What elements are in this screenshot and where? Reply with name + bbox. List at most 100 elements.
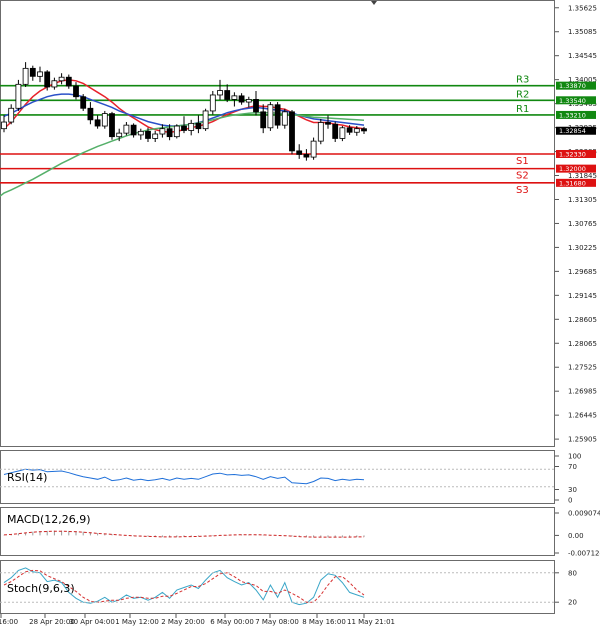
level-price-box (556, 96, 596, 105)
candle-down (361, 128, 367, 132)
candle-down (145, 130, 151, 139)
candle-up (116, 132, 123, 138)
candle-down (73, 85, 79, 98)
price-tick-label: 1.30765 (568, 220, 597, 228)
price-tick-label: 1.29145 (568, 292, 597, 300)
panel-tick-label: 0.009074 (568, 510, 600, 518)
candle-up (58, 76, 65, 82)
candle-down (260, 111, 267, 129)
candle-up (217, 90, 223, 96)
price-tick-label: 1.27525 (568, 364, 597, 372)
macd-panel: 0.009074 0.00 -0.007124 (3, 510, 600, 558)
current-price-box (556, 126, 596, 135)
time-tick-label: 28 Apr 20:00 (29, 618, 75, 626)
candle-down (130, 124, 137, 136)
candle-up (317, 122, 324, 142)
candle-down (181, 125, 187, 131)
scroll-marker (371, 1, 377, 5)
rsi-title: RSI(14) (7, 471, 47, 484)
panel-tick-label: 30 (568, 486, 577, 494)
price-tick-label: 1.28605 (568, 316, 597, 324)
candle-down (274, 104, 281, 126)
level-price-label: 1.31680 (559, 179, 586, 187)
panel-tick-label: 70 (568, 463, 577, 471)
candle-up (310, 140, 317, 158)
time-tick-label: 2 May 20:00 (161, 618, 205, 626)
candle-down (94, 119, 101, 127)
candles (1, 62, 367, 161)
candle-down (238, 95, 245, 103)
candle-down (87, 107, 94, 121)
price-tick-label: 1.25905 (568, 436, 597, 444)
indicator-line (3, 567, 365, 606)
level-price-box (556, 110, 596, 119)
price-tick-label: 1.30225 (568, 244, 597, 252)
time-tick-label: 1 May 12:00 (115, 618, 159, 626)
candle-up (8, 107, 15, 123)
candle-down (303, 154, 310, 158)
candle-down (346, 127, 353, 133)
rsi-panel: 100 70 30 0 (0, 453, 581, 505)
indicator-line (3, 468, 365, 485)
price-panel-frame (0, 0, 555, 447)
candle-down (166, 128, 173, 138)
candle-down (29, 67, 36, 77)
candle-down (195, 122, 202, 130)
level-price-label: 1.32330 (559, 150, 586, 158)
candle-up (137, 130, 144, 136)
level-name-s1: S1 (516, 156, 529, 167)
candle-down (80, 96, 87, 109)
panel-tick-label: 100 (568, 453, 581, 461)
candle-down (224, 90, 231, 100)
level-name-s2: S2 (516, 171, 529, 182)
candle-up (202, 110, 209, 130)
candle-up (51, 80, 58, 88)
candle-up (188, 122, 195, 131)
candle-up (245, 99, 252, 103)
price-tick-label: 1.31305 (568, 196, 597, 204)
level-price-label: 1.32000 (559, 165, 586, 173)
level-name-r2: R2 (516, 89, 529, 100)
level-name-s3: S3 (516, 185, 529, 196)
panel-tick-label: 0 (568, 497, 572, 505)
candle-up (339, 127, 346, 139)
candle-up (209, 94, 216, 112)
macd-title: MACD(12,26,9) (7, 513, 91, 526)
candle-up (37, 71, 43, 77)
candle-down (296, 150, 303, 155)
rsi-panel-frame (0, 450, 555, 504)
candle-down (44, 71, 51, 88)
stoch-panel: 80 20 (0, 567, 577, 607)
price-tick-label: 1.26445 (568, 412, 597, 420)
candle-up (152, 133, 159, 139)
level-price-label: 1.33540 (559, 97, 586, 105)
candle-down (325, 122, 331, 125)
candle-up (101, 113, 108, 127)
time-tick-label: 16:00 (0, 618, 18, 626)
level-price-label: 1.33870 (559, 82, 586, 90)
candle-up (281, 111, 288, 126)
candle-down (109, 113, 115, 138)
level-price-label: 1.33210 (559, 111, 586, 119)
ma-line (0, 111, 365, 197)
time-tick-label: 8 May 16:00 (302, 618, 346, 626)
price-tick-label: 1.34005 (568, 76, 597, 84)
candle-up (231, 95, 238, 100)
candle-up (159, 128, 166, 135)
level-price-box (556, 164, 596, 173)
level-price-box (556, 149, 596, 158)
candle-down (253, 99, 259, 113)
candle-down (332, 123, 339, 139)
candle-up (1, 121, 7, 130)
price-tick-label: 1.35625 (568, 4, 597, 12)
panel-tick-label: 20 (568, 599, 577, 607)
candle-down (65, 76, 72, 87)
level-price-box (556, 178, 596, 187)
level-name-r3: R3 (516, 75, 529, 86)
time-tick-label: 6 May 00:00 (210, 618, 254, 626)
macd-panel-frame (0, 507, 555, 556)
stoch-panel-frame (0, 560, 555, 614)
macd-signal-line (3, 530, 364, 538)
level-price-box (556, 81, 596, 90)
